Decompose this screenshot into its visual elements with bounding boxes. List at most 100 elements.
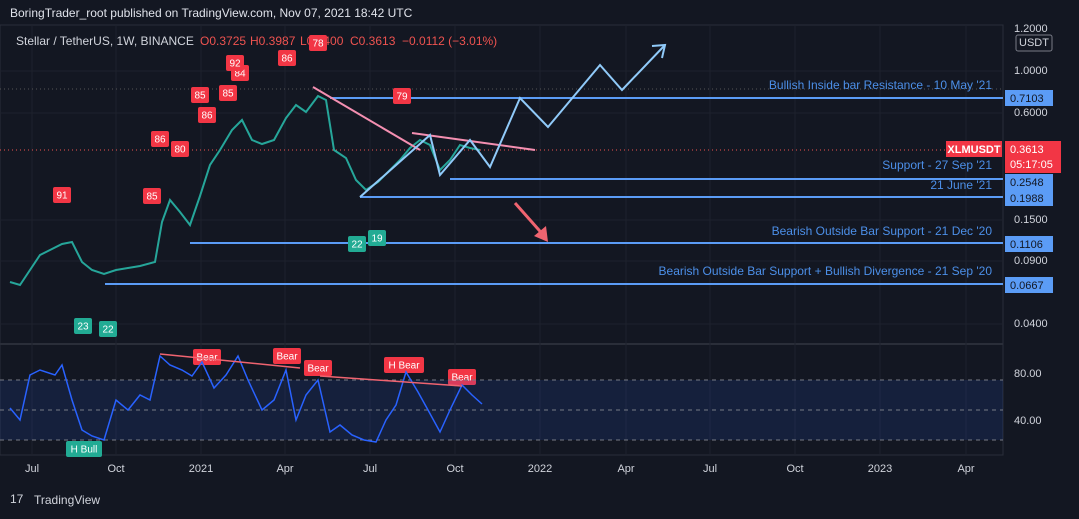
green-marker: 19 <box>371 234 383 245</box>
symbol-box <box>946 141 1002 157</box>
red-marker-box <box>198 107 216 123</box>
green-marker-box <box>348 236 366 252</box>
symbol-label: XLMUSDT <box>947 144 1000 156</box>
arrowhead <box>534 226 548 242</box>
level-label: Support - 27 Sep '21 <box>882 158 992 172</box>
red-marker-box <box>191 87 209 103</box>
currency-box <box>1015 34 1053 52</box>
currency: USDT <box>1019 37 1049 49</box>
legend-symbol: Stellar / TetherUS, 1W, BINANCE <box>16 34 194 48</box>
price-path <box>9 94 481 287</box>
red-marker: 92 <box>229 59 241 70</box>
red-marker: 85 <box>222 89 234 100</box>
last-price-box <box>1005 141 1061 173</box>
time-tick: 2021 <box>189 463 213 475</box>
time-tick: Oct <box>786 463 803 475</box>
time-tick: 2022 <box>528 463 552 475</box>
green-marker: 22 <box>102 325 114 336</box>
rsi-label: Bear <box>307 364 329 375</box>
time-tick: Apr <box>957 463 974 475</box>
rsi-label-box <box>273 348 301 364</box>
rsi-label: Bear <box>451 373 473 384</box>
red-marker: 80 <box>174 145 186 156</box>
red-marker: 85 <box>194 91 206 102</box>
rsi-divergence <box>319 375 463 387</box>
red-marker-box <box>143 188 161 204</box>
red-marker: 86 <box>281 54 293 65</box>
rsi-tick: 80.00 <box>1014 368 1042 380</box>
logo-mark: 17 <box>10 492 24 506</box>
time-tick: 2023 <box>868 463 892 475</box>
time-tick: Jul <box>703 463 717 475</box>
level-price: 0.1988 <box>1010 193 1044 205</box>
time-tick: Apr <box>617 463 634 475</box>
level-price: 0.0667 <box>1010 280 1044 292</box>
red-marker: 86 <box>154 135 166 146</box>
level-label: Bullish Inside bar Resistance - 10 May '… <box>769 78 992 92</box>
countdown: 05:17:05 <box>1010 159 1053 171</box>
red-marker-box <box>151 131 169 147</box>
price-tick: 1.0000 <box>1014 65 1048 77</box>
red-marker: 91 <box>56 191 68 202</box>
level-lines <box>105 97 1003 285</box>
rsi-tick: 40.00 <box>1014 415 1042 427</box>
level-price-box <box>1005 236 1053 252</box>
price-tick: 1.2000 <box>1014 23 1048 35</box>
rsi-label-box <box>66 441 102 457</box>
time-tick: Jul <box>25 463 39 475</box>
level-price: 0.2548 <box>1010 177 1044 189</box>
level-price-box <box>1005 277 1053 293</box>
red-marker: 78 <box>312 39 324 50</box>
red-marker-box <box>393 88 411 104</box>
level-price-box <box>1005 174 1053 190</box>
green-marker-box <box>368 230 386 246</box>
rsi-label-box <box>448 369 476 385</box>
level-price-box <box>1005 90 1053 106</box>
green-marker: 22 <box>351 240 363 251</box>
rsi-label-box <box>193 349 221 365</box>
red-marker-box <box>53 187 71 203</box>
red-marker: 79 <box>396 92 408 103</box>
price-tick: 0.6000 <box>1014 107 1048 119</box>
rsi-label: H Bull <box>71 445 98 456</box>
legend-change: −0.0112 (−3.01%) <box>402 34 497 48</box>
level-label: Bearish Outside Bar Support - 21 Dec '20 <box>772 224 993 238</box>
chart-pane <box>0 24 1004 456</box>
red-marker-box <box>309 35 327 51</box>
legend-open: O0.3725 <box>200 34 246 48</box>
green-marker-box <box>74 318 92 334</box>
red-marker: 84 <box>234 69 246 80</box>
red-marker-box <box>219 85 237 101</box>
trend-lines <box>312 86 421 151</box>
grid <box>0 25 1003 455</box>
level-price: 0.1106 <box>1010 239 1043 251</box>
trend-line <box>411 132 536 151</box>
legend-high: H0.3987 <box>250 34 296 48</box>
rsi-label: H Bear <box>388 361 420 372</box>
time-tick: Jul <box>363 463 377 475</box>
time-tick: Oct <box>446 463 463 475</box>
red-marker: 86 <box>201 111 213 122</box>
triangle-lines <box>359 44 666 198</box>
rsi-label-box <box>304 360 332 376</box>
projection-arrowhead <box>651 43 667 59</box>
level-price: 0.7103 <box>1010 93 1044 105</box>
price-tick: 0.0400 <box>1014 318 1048 330</box>
time-tick: Apr <box>276 463 293 475</box>
rsi-band <box>0 380 1003 440</box>
red-marker: 85 <box>146 192 158 203</box>
red-marker-box <box>278 50 296 66</box>
price-tick: 0.0900 <box>1014 255 1048 267</box>
rsi-line <box>9 354 483 443</box>
green-marker-box <box>99 321 117 337</box>
rsi-label: Bear <box>276 352 298 363</box>
footer-brand: TradingView <box>34 493 100 507</box>
rsi-divergence <box>159 353 301 369</box>
rsi-label-box <box>384 357 424 373</box>
legend-close: C0.3613 <box>350 34 396 48</box>
red-marker-box <box>226 55 244 71</box>
red-marker-box <box>171 141 189 157</box>
level-label: Bearish Outside Bar Support + Bullish Di… <box>659 264 993 278</box>
time-tick: Oct <box>107 463 124 475</box>
